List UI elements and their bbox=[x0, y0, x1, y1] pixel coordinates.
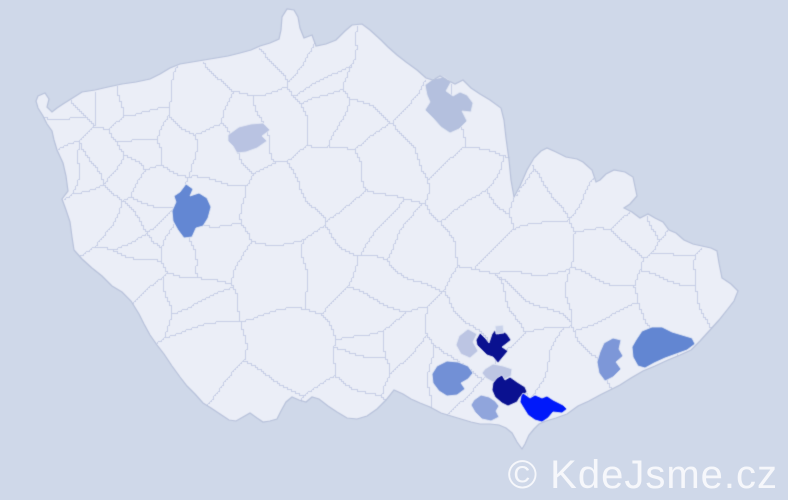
map-viewport: © KdeJsme.cz bbox=[0, 0, 788, 500]
czech-republic-district-map bbox=[0, 0, 788, 500]
